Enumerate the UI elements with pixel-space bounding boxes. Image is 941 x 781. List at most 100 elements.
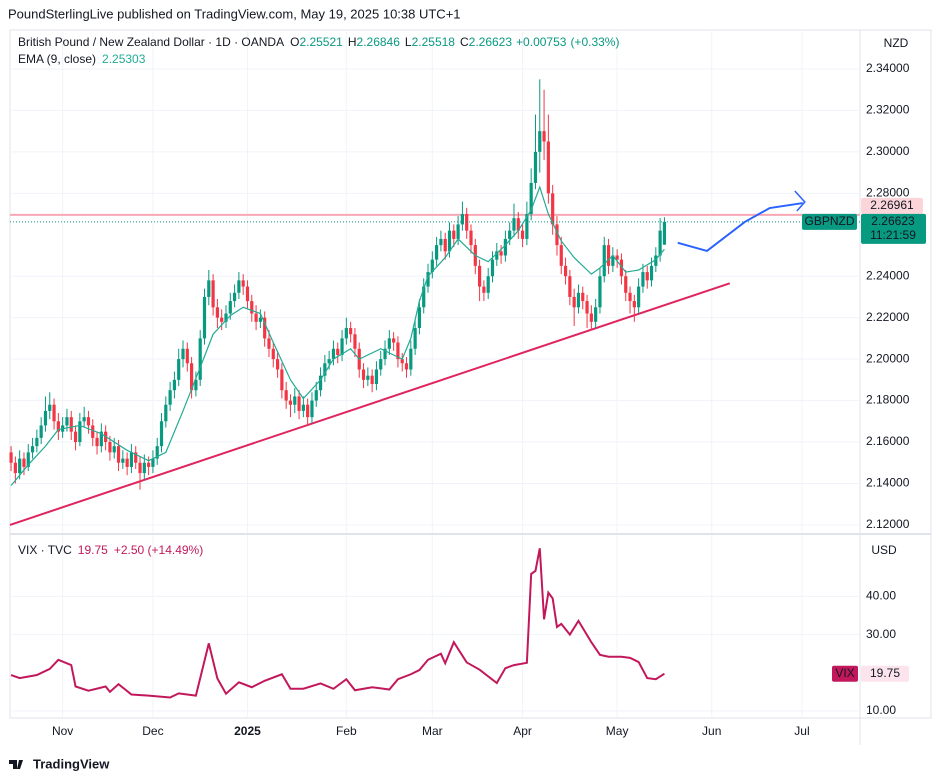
candle-body [284,390,288,401]
candle-body [331,348,336,360]
legend-title: British Pound / New Zealand Dollar · 1D … [18,35,284,49]
y-tick-label: 2.14000 [866,476,910,490]
candle-body [576,292,581,308]
candle-body [134,452,138,463]
currency: USD [871,543,897,557]
ema-value: 2.25303 [102,52,146,66]
level-badge-bg [861,197,923,214]
candle-body [323,363,327,376]
candle-body [624,276,628,293]
y-tick-label: 10.00 [866,703,896,717]
y-tick-label: 2.22000 [866,310,910,324]
candle-body [263,317,267,339]
vix-value: 19.75 [78,543,108,557]
candle-body [366,375,370,380]
y-tick-label: 2.30000 [866,144,910,158]
candle-body [18,458,22,474]
candle-body [142,462,146,474]
x-tick-label: 2025 [234,724,261,738]
candle-body [258,317,262,322]
ema-line [10,185,665,486]
vix-value-badge: 19.75 [870,666,900,680]
candle-body [121,458,125,463]
candle-body [336,348,340,355]
candle-body [374,369,379,384]
candle-body [546,141,550,194]
candle-body [619,259,624,277]
candle-body [35,437,39,447]
legend-ohlc-value: 2.25521 [299,35,343,49]
legend-change-pct: (+0.33%) [570,35,619,49]
candle-body [551,193,555,225]
close-badge-bg [861,213,926,244]
legend-ohlc-label: H [348,35,357,49]
candle-body [327,359,331,364]
candle-body [598,276,602,308]
candle-body [361,369,366,380]
header: PoundSterlingLive published on TradingVi… [8,6,461,21]
x-tick-label: Jul [794,724,809,738]
candle-body [641,272,645,287]
candle-body [91,425,95,438]
candle-body [310,400,314,418]
candle-body [112,446,116,453]
candle-body [452,230,456,239]
candle-body [237,280,241,293]
y-tick-label: 2.20000 [866,351,910,365]
x-tick-label: Mar [422,724,443,738]
vix-symbol-badge: VIX [835,666,854,680]
candle-body [241,280,245,287]
level-badge: 2.26961 [870,198,914,212]
candle-body [533,151,538,183]
candle-body [318,375,323,391]
candle-body [164,404,168,422]
candle-body [572,296,576,308]
candle-body [69,417,73,432]
candle-body [654,255,658,266]
candle-body [383,348,387,360]
candle-body [490,259,495,277]
candle-body [430,259,434,273]
candle-body [245,286,250,302]
candle-body [542,131,546,142]
x-tick-label: Feb [336,724,357,738]
candle-body [297,396,301,411]
candle-body [344,328,348,339]
close-badge: 2.26623 [871,214,915,228]
candle-body [48,404,52,411]
candle-body [95,437,99,447]
candle-body [435,245,439,260]
candle-body [267,338,271,349]
candle-body [194,379,198,391]
candle-body [168,390,172,405]
candle-body [198,338,202,380]
candle-body [349,328,353,335]
vix-change: +2.50 (+14.49%) [114,543,203,557]
candle-body [301,404,305,411]
vix-value-badge-bg [861,665,909,682]
candle-body [177,359,181,380]
candle-body [9,452,13,463]
candle-body [637,286,641,308]
candle-body [413,328,417,349]
y-tick-label: 40.00 [866,589,896,603]
y-tick-label: 30.00 [866,627,896,641]
y-tick-label: 2.18000 [866,393,910,407]
candle-body [155,446,159,459]
candle-body [555,224,559,246]
candle-body [13,462,17,474]
candle-body [606,245,611,266]
candle-body [288,400,293,405]
brand: TradingView [33,756,110,771]
projection-arrowhead [794,190,806,212]
candle-body [86,417,91,426]
candle-body [181,348,185,360]
vix-title: VIX · TVC [18,543,72,557]
candle-body [422,286,426,308]
y-tick-label: 2.34000 [866,61,910,75]
candle-body [456,224,460,239]
candle-body [306,404,310,418]
legend-ohlc-label: O [290,35,299,49]
candle-body [340,338,344,355]
candle-body [30,446,35,453]
